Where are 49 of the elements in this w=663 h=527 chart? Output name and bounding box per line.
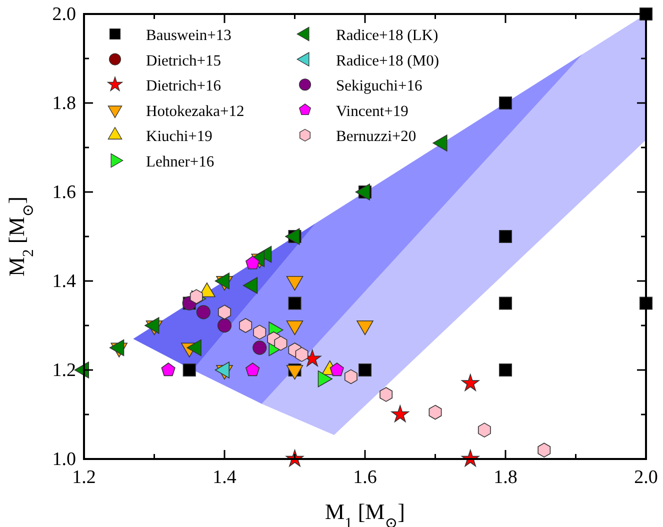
x-tick-label: 2.0 — [634, 467, 658, 488]
point — [344, 369, 358, 384]
point — [538, 442, 551, 458]
point — [252, 340, 267, 355]
y-tick-label: 2.0 — [52, 4, 76, 25]
legend-label: Vincent+19 — [336, 102, 409, 120]
y-tick-label: 1.2 — [52, 360, 76, 381]
point — [358, 363, 372, 377]
point — [182, 363, 196, 377]
point — [246, 362, 260, 376]
point — [161, 362, 176, 376]
point — [478, 422, 491, 438]
legend-label: Sekiguchi+16 — [336, 78, 422, 95]
point — [498, 230, 512, 244]
point — [428, 404, 442, 420]
point — [498, 296, 512, 310]
y-tick-label: 1.6 — [52, 182, 76, 203]
point — [274, 336, 288, 351]
point — [295, 347, 308, 362]
y-tick-label: 1.4 — [52, 271, 76, 292]
point — [498, 96, 512, 110]
point — [239, 318, 252, 333]
point — [498, 363, 512, 377]
point — [288, 296, 302, 310]
point — [330, 362, 344, 376]
y-tick-label: 1.8 — [52, 93, 76, 114]
legend-label: Radice+18 (LK) — [336, 27, 438, 44]
point — [391, 405, 410, 422]
legend-label: Bauswein+13 — [146, 27, 232, 44]
point — [190, 289, 203, 304]
point — [380, 387, 393, 402]
legend-label: Lehner+16 — [146, 154, 214, 170]
point — [217, 318, 232, 333]
y-tick-label: 1.0 — [52, 449, 76, 470]
x-tick-label: 1.6 — [353, 467, 377, 488]
legend-label: Kiuchi+19 — [146, 128, 213, 146]
point — [246, 256, 260, 270]
point — [253, 324, 266, 340]
legend-label: Bernuzzi+20 — [336, 128, 416, 146]
legend-label: Dietrich+15 — [146, 52, 222, 70]
x-tick-label: 1.4 — [212, 467, 237, 488]
point — [218, 304, 231, 320]
legend-label: Dietrich+16 — [146, 78, 222, 95]
point — [196, 305, 210, 320]
x-tick-label: 1.2 — [72, 467, 96, 488]
legend-label: Radice+18 (M0) — [336, 52, 440, 70]
legend-label: Hotokezaka+12 — [146, 102, 244, 120]
point — [461, 374, 480, 391]
x-tick-label: 1.8 — [494, 467, 518, 488]
